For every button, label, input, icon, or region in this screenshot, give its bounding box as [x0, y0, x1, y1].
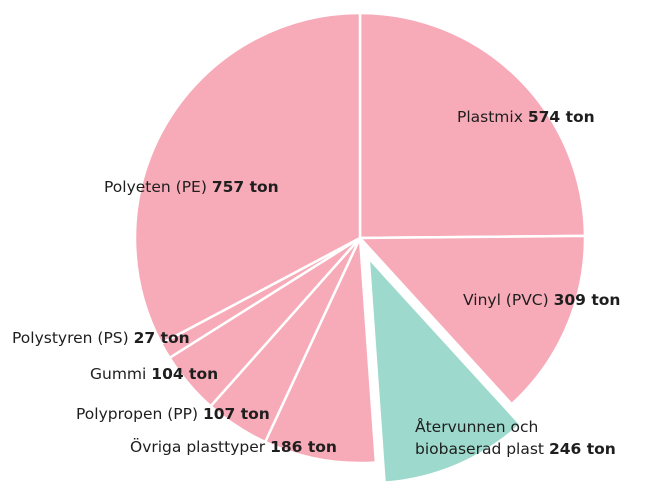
slice-label: Gummi 104 ton — [90, 363, 218, 385]
slice-name: Polystyren (PS) — [12, 329, 129, 347]
slice-value: 27 ton — [133, 329, 190, 347]
slice-name: Gummi — [90, 365, 147, 383]
slice-label: Plastmix 574 ton — [457, 106, 595, 128]
slice-label: Polypropen (PP) 107 ton — [76, 403, 270, 425]
slice-value: 246 ton — [548, 440, 616, 458]
slice-label: Polyeten (PE) 757 ton — [104, 176, 279, 198]
slice-name: Övriga plasttyper — [130, 438, 266, 456]
pie-slice — [133, 11, 362, 346]
slice-value: 309 ton — [553, 291, 621, 309]
slice-name: Vinyl (PVC) — [463, 291, 549, 309]
slice-label: Övriga plasttyper 186 ton — [130, 436, 337, 458]
slice-value: 104 ton — [151, 365, 219, 383]
slice-value: 107 ton — [202, 405, 270, 423]
slice-label: Vinyl (PVC) 309 ton — [463, 289, 620, 311]
slice-name: Plastmix — [457, 108, 523, 126]
pie-slice — [358, 11, 587, 240]
slice-value: 757 ton — [211, 178, 279, 196]
slice-label: Återvunnen och biobaserad plast 246 ton — [415, 416, 616, 460]
slice-value: 574 ton — [527, 108, 595, 126]
slice-name: Polypropen (PP) — [76, 405, 199, 423]
slice-name: Återvunnen och biobaserad plast — [415, 418, 545, 458]
pie-slice — [357, 234, 587, 406]
pie-slice — [263, 233, 378, 465]
pie-slice — [367, 254, 523, 484]
slice-name: Polyeten (PE) — [104, 178, 207, 196]
slice-value: 186 ton — [270, 438, 337, 456]
slice-label: Polystyren (PS) 27 ton — [12, 327, 190, 349]
